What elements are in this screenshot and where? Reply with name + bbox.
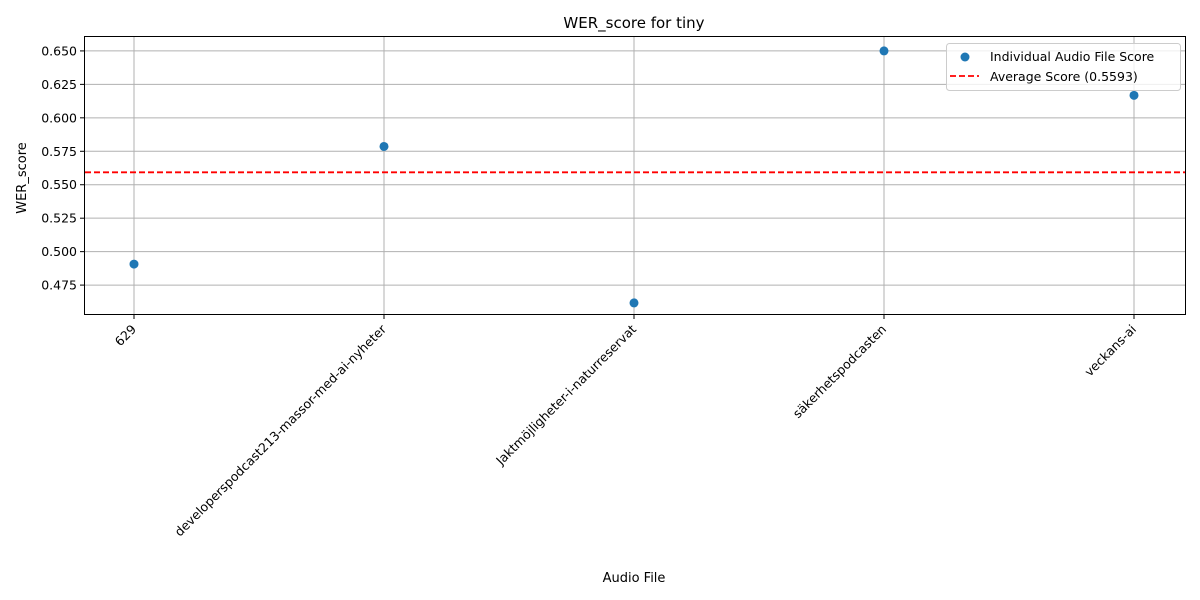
data-point — [879, 46, 889, 56]
legend-label-average: Average Score (0.5593) — [990, 69, 1138, 84]
y-axis-title: WER_score — [15, 142, 30, 214]
y-tick-label: 0.625 — [41, 77, 77, 92]
x-axis-title: Audio File — [603, 571, 666, 586]
y-tick-label: 0.650 — [41, 43, 77, 58]
legend-marker-scores — [960, 52, 970, 62]
grid-layer — [85, 37, 1185, 314]
y-tick-label: 0.475 — [41, 278, 77, 293]
y-tick-label: 0.575 — [41, 144, 77, 159]
data-point — [379, 141, 389, 151]
chart-title: WER_score for tiny — [563, 14, 704, 33]
points-layer — [129, 46, 1139, 308]
legend-label-scores: Individual Audio File Score — [990, 49, 1155, 64]
data-point — [629, 298, 639, 308]
data-point — [129, 259, 139, 269]
plot-frame — [84, 36, 1186, 315]
y-tick-label: 0.500 — [41, 244, 77, 259]
legend-box — [946, 43, 1181, 91]
data-point — [1129, 90, 1139, 100]
y-tick-label: 0.600 — [41, 110, 77, 125]
legend: Individual Audio File Score Average Scor… — [946, 43, 1181, 91]
y-tick-label: 0.550 — [41, 177, 77, 192]
y-tick-label: 0.525 — [41, 211, 77, 226]
